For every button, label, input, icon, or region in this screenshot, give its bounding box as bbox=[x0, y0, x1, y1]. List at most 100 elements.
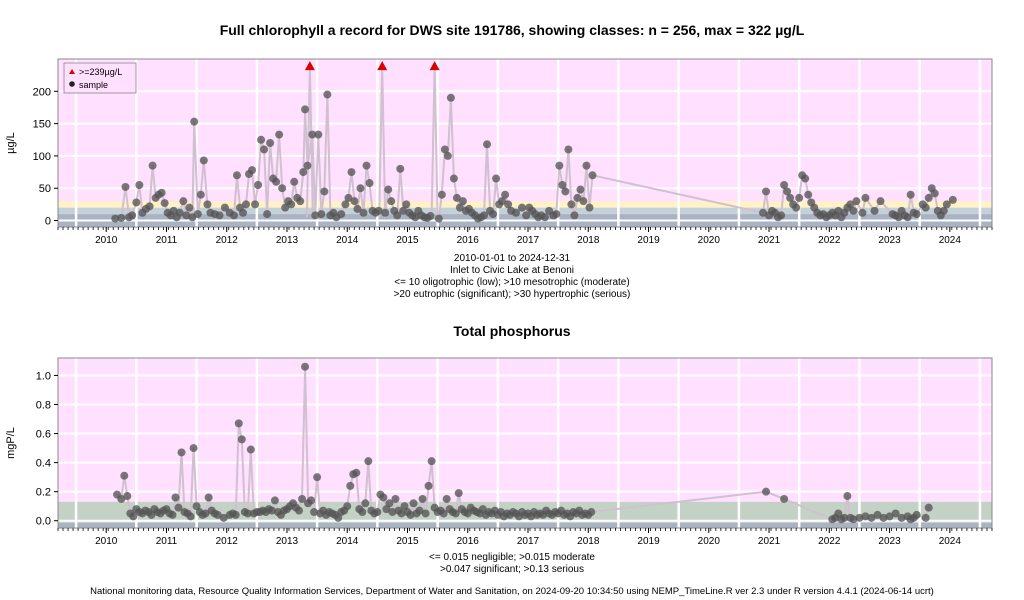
x-tick-label: 2010 bbox=[95, 536, 118, 547]
x-tick-label: 2022 bbox=[818, 235, 841, 246]
data-point bbox=[123, 492, 132, 501]
x-tick-label: 2021 bbox=[758, 235, 781, 246]
data-point bbox=[220, 203, 229, 212]
data-point bbox=[948, 195, 957, 204]
data-point bbox=[587, 508, 596, 517]
series-line-spike bbox=[308, 66, 314, 218]
phosphorus-chart: 0.0 0.2 0.4 0.6 0.8 1.0 mgP/L 2010 2011 2012 2013 2… bbox=[5, 357, 993, 547]
data-point bbox=[343, 502, 352, 511]
data-point bbox=[759, 208, 768, 217]
y-tick-label: 0.4 bbox=[36, 458, 51, 470]
data-point bbox=[358, 508, 367, 517]
chlorophyll-chart: 0 50 100 150 200 µg/L 2010 2011 2012 2013 2014 2015… bbox=[5, 58, 993, 246]
data-point bbox=[804, 190, 813, 199]
data-point bbox=[415, 506, 424, 515]
data-point bbox=[272, 177, 281, 186]
data-point bbox=[381, 208, 390, 217]
x-tick-label: 2020 bbox=[698, 536, 721, 547]
legend-label-sample: sample bbox=[79, 80, 108, 90]
data-point bbox=[840, 513, 849, 522]
data-point bbox=[341, 200, 350, 209]
chart1-title: Full chlorophyll a record for DWS site 1… bbox=[219, 22, 805, 38]
data-point bbox=[179, 197, 188, 206]
data-point bbox=[219, 513, 228, 522]
data-point bbox=[924, 503, 933, 512]
data-point bbox=[921, 513, 930, 522]
data-point bbox=[281, 203, 290, 212]
class-band bbox=[58, 201, 992, 208]
data-point bbox=[570, 211, 579, 220]
legend-box bbox=[63, 62, 137, 94]
data-point bbox=[792, 203, 801, 212]
data-point bbox=[189, 444, 198, 453]
data-point bbox=[903, 213, 912, 222]
data-point bbox=[437, 190, 446, 199]
y-tick-label: 0.2 bbox=[36, 487, 51, 499]
data-point bbox=[353, 204, 362, 213]
class-band bbox=[58, 522, 992, 528]
data-point bbox=[452, 193, 461, 202]
data-point bbox=[579, 197, 588, 206]
data-point bbox=[885, 512, 894, 521]
data-point bbox=[168, 510, 177, 519]
data-point bbox=[558, 181, 567, 189]
data-point bbox=[897, 513, 906, 522]
x-tick-label: 2019 bbox=[637, 536, 660, 547]
data-point bbox=[393, 211, 402, 220]
data-point bbox=[501, 190, 510, 199]
data-point bbox=[121, 182, 130, 191]
data-point bbox=[347, 168, 356, 177]
data-point bbox=[295, 506, 304, 515]
legend-label-clipped: >=239µg/L bbox=[79, 67, 122, 77]
data-point bbox=[303, 161, 312, 170]
x-tick-label: 2012 bbox=[216, 536, 239, 547]
data-point bbox=[169, 206, 178, 215]
data-point bbox=[855, 513, 864, 522]
data-point bbox=[873, 510, 882, 519]
data-point bbox=[374, 206, 383, 215]
y-tick-label: 0 bbox=[45, 216, 51, 228]
data-point bbox=[201, 509, 210, 518]
data-point bbox=[783, 187, 792, 196]
data-point bbox=[561, 187, 570, 196]
data-point bbox=[876, 197, 885, 206]
data-point bbox=[320, 187, 329, 196]
legend-point-icon bbox=[69, 81, 75, 87]
data-point bbox=[402, 200, 411, 209]
data-point bbox=[834, 206, 843, 215]
data-point bbox=[275, 130, 284, 139]
data-point bbox=[157, 188, 166, 197]
data-point bbox=[921, 203, 930, 212]
data-point bbox=[409, 499, 418, 508]
data-point bbox=[942, 200, 951, 209]
series-line-spike bbox=[433, 66, 439, 218]
data-point bbox=[458, 197, 467, 206]
data-point bbox=[849, 515, 858, 524]
data-point bbox=[397, 509, 406, 518]
x-tick-label: 2014 bbox=[336, 235, 359, 246]
data-point bbox=[780, 181, 789, 189]
data-point bbox=[555, 161, 564, 170]
x-tick-label: 2017 bbox=[517, 536, 540, 547]
data-point bbox=[135, 181, 144, 189]
x-tick-label: 2024 bbox=[939, 536, 962, 547]
data-point bbox=[193, 210, 202, 219]
data-point bbox=[296, 197, 305, 206]
data-point bbox=[576, 185, 585, 194]
data-point bbox=[317, 210, 326, 219]
data-point bbox=[391, 494, 400, 503]
data-point bbox=[232, 171, 241, 180]
data-point bbox=[365, 179, 374, 188]
data-point bbox=[238, 208, 247, 217]
data-point bbox=[260, 145, 269, 154]
data-point bbox=[387, 197, 396, 206]
data-point bbox=[231, 510, 240, 519]
data-point bbox=[160, 199, 169, 208]
data-point bbox=[511, 208, 520, 217]
data-point bbox=[384, 185, 393, 194]
data-point bbox=[861, 193, 870, 202]
data-point bbox=[852, 197, 861, 206]
data-point bbox=[204, 493, 213, 502]
data-point bbox=[190, 117, 199, 126]
data-point bbox=[439, 509, 448, 518]
